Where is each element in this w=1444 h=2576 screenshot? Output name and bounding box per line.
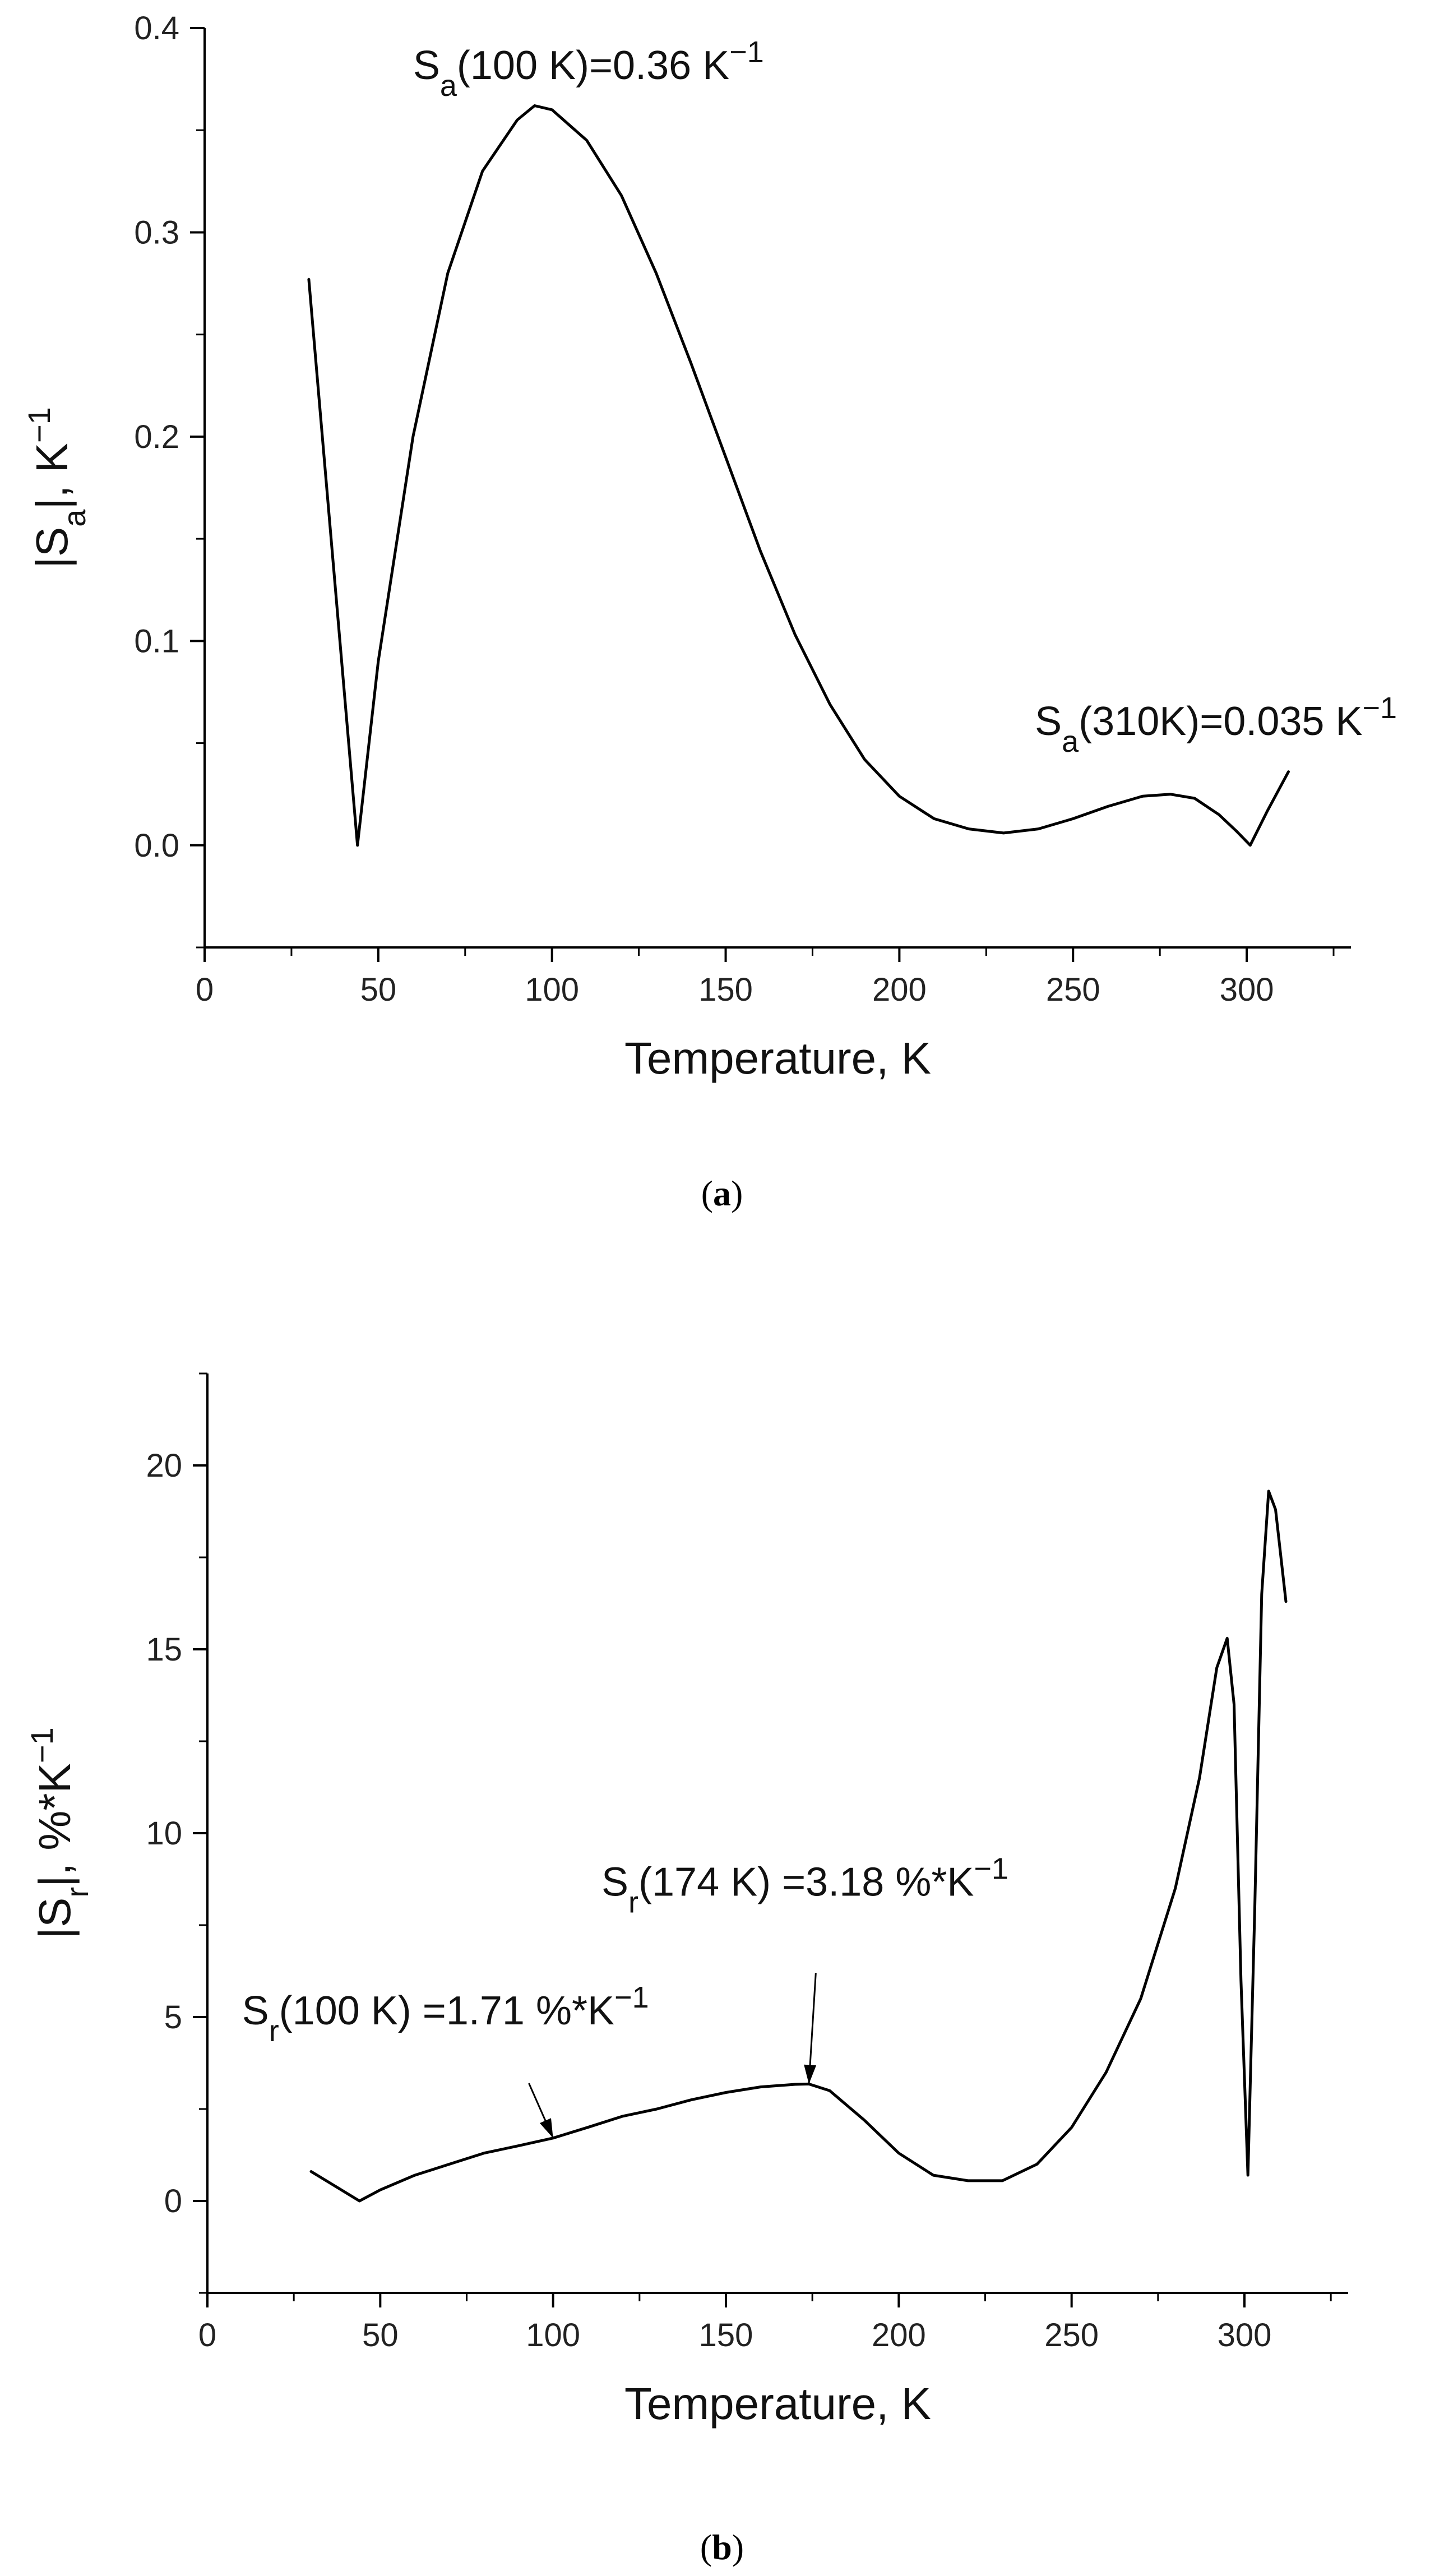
panel-b-y-tick-label: 20 [146, 1447, 182, 1484]
panel-b-x-axis-title: Temperature, K [624, 2379, 931, 2429]
panel-a-y-tick-label: 0.3 [134, 214, 179, 251]
panel-a-x-tick-label: 0 [196, 972, 214, 1008]
panel-a-caption: (a) [701, 1173, 743, 1213]
panel-b-x-tick-label: 300 [1218, 2317, 1272, 2353]
panel-a-y-tick-label: 0.0 [134, 827, 179, 864]
panel-a-x-tick-label: 250 [1046, 972, 1100, 1008]
panel-b-x-tick-label: 50 [362, 2317, 399, 2353]
panel-b-y-tick-label: 5 [164, 1999, 182, 2036]
panel-a-x-axis-title: Temperature, K [624, 1033, 931, 1083]
panel-a-x-tick-label: 150 [698, 972, 753, 1008]
panel-a-series-line [307, 104, 1290, 847]
panel-b-y-tick-label: 15 [146, 1631, 182, 1668]
panel-a-annotation-1: Sa(310K)=0.035 K−1 [1035, 691, 1397, 759]
panel-b-x-tick-label: 150 [699, 2317, 753, 2353]
panel-b-chart: 0 50 100 150 200 250 300 0 5 10 15 20 Temperature, K… [24, 1372, 1348, 2429]
panel-b-x-tick-label: 0 [198, 2317, 216, 2353]
panel-b-series-line [309, 1490, 1288, 2203]
panel-b-x-tick-label: 250 [1044, 2317, 1099, 2353]
panel-b-y-tick-label: 0 [164, 2183, 182, 2219]
panel-a-y-tick-label: 0.4 [134, 10, 179, 47]
panel-b-y-tick-label: 10 [146, 1815, 182, 1852]
panel-b-x-tick-label: 200 [872, 2317, 926, 2353]
panel-a-x-tick-label: 100 [525, 972, 579, 1008]
panel-b-caption: (b) [700, 2527, 744, 2567]
panel-b-y-axis-title: |Sr|, %*K−1 [24, 1727, 95, 1939]
panel-a-y-axis-title: |Sa|, K−1 [21, 407, 92, 568]
panel-b-x-tick-label: 100 [526, 2317, 580, 2353]
panel-b-annotation-1: Sr(174 K) =3.18 %*K−1 [601, 1852, 1008, 1920]
panel-b-annotation-0: Sr(100 K) =1.71 %*K−1 [242, 1981, 649, 2048]
panel-a-y-tick-label: 0.2 [134, 419, 179, 455]
panel-a-x-tick-label: 50 [360, 972, 397, 1008]
panel-b-annotation-arrowhead-1 [804, 2064, 817, 2084]
panel-a-chart: 0 50 100 150 200 250 300 0.0 0.1 0.2 0.3 0.4 Tempera… [21, 10, 1397, 1083]
panel-a-annotation-0: Sa(100 K)=0.36 K−1 [413, 35, 764, 103]
panel-b-annotation-arrowhead-0 [539, 2118, 553, 2138]
panel-a-x-tick-label: 300 [1220, 972, 1274, 1008]
panel-a-x-tick-label: 200 [872, 972, 927, 1008]
panel-a-y-tick-label: 0.1 [134, 623, 179, 659]
